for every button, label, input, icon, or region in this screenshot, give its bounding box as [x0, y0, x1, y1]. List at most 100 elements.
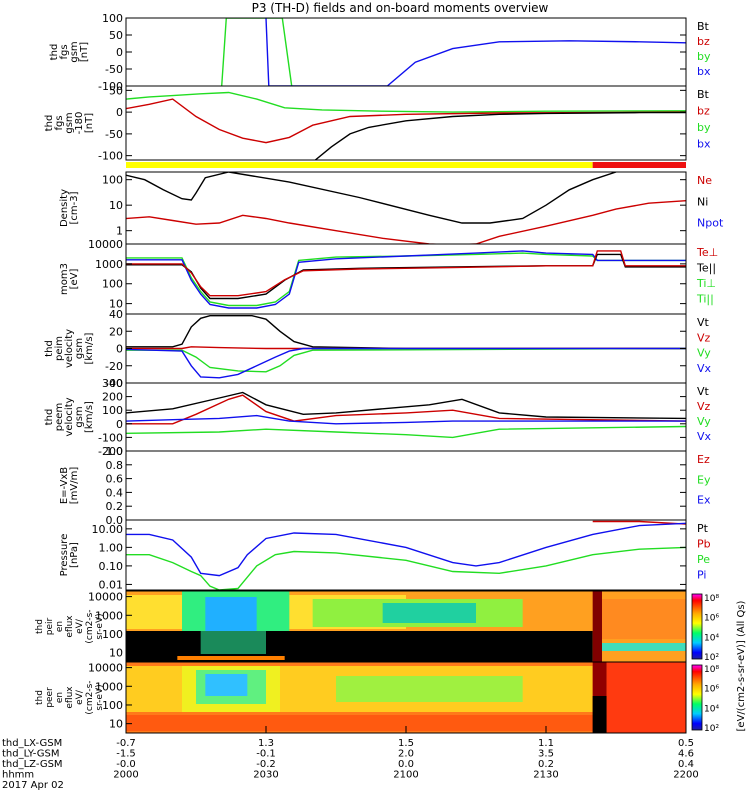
series-Vz [126, 394, 686, 425]
panel-p5 [125, 313, 687, 384]
y-axis-label: fgs [54, 115, 65, 130]
y-axis-label: thd [44, 409, 55, 426]
y-tick-label: 40 [109, 308, 123, 321]
y-axis-label: (cm2-s- [85, 680, 95, 714]
legend-label: bz [697, 35, 710, 48]
legend-label: Vz [697, 331, 711, 344]
panel-p8 [125, 519, 687, 591]
y-tick-label: 50 [109, 29, 123, 42]
y-axis-label: [km/s] [84, 401, 95, 433]
series-Vy [126, 347, 686, 373]
legend-label: Ni [697, 195, 708, 208]
x-tick-label: 2130 [533, 770, 558, 781]
panel-p1 [125, 17, 687, 87]
page-title: P3 (TH-D) fields and on-board moments ov… [251, 1, 549, 15]
x-tick-label: -0.2 [256, 759, 276, 770]
colorbar-label: [eV/(cm2-s-sr-eV)] (All Qs) [736, 600, 747, 731]
y-tick-label: 10 [109, 199, 123, 212]
series-Pe [126, 546, 686, 590]
spec-band [336, 676, 523, 702]
x-tick-label: 2030 [253, 770, 278, 781]
x-tick-label: 2100 [393, 770, 418, 781]
y-axis-label: Pressure [59, 534, 70, 577]
mode-bar-segment [126, 162, 593, 168]
legend-label: Ey [697, 473, 711, 486]
y-axis-label: thd [35, 619, 45, 634]
panel-p6 [125, 382, 687, 452]
x-tick-label: 1.5 [398, 738, 414, 749]
legend-label: Npot [697, 217, 724, 230]
y-axis-label: fgs [59, 44, 70, 59]
legend-label: bz [697, 105, 710, 118]
x-tick-label: -0.1 [256, 749, 276, 760]
panel-p3 [125, 171, 687, 245]
series-Vt [126, 391, 686, 420]
y-tick-label: 1.0 [106, 445, 124, 458]
spec-band [200, 631, 266, 654]
panel-frame [125, 171, 687, 245]
y-tick-label: 0 [116, 46, 123, 59]
y-axis-label: gsm [74, 338, 85, 359]
legend-label: Pi [697, 569, 706, 582]
y-axis-label: [nPa] [69, 542, 80, 568]
y-tick-label: -100 [98, 431, 123, 444]
y-tick-label: -100 [98, 150, 123, 163]
colorbar-tick-label: 10⁴ [704, 633, 719, 643]
y-tick-label: 0.4 [106, 486, 124, 499]
legend-label: Ti⊥ [696, 277, 716, 290]
series-bz [126, 98, 686, 144]
x-tick-label: 0.5 [678, 738, 694, 749]
y-axis-label: velocity [64, 329, 75, 368]
x-tick-label: 0.2 [538, 759, 554, 770]
y-tick-label: 10000 [88, 238, 123, 251]
y-axis-label: thd [44, 115, 55, 132]
y-axis-label: peim [54, 336, 65, 361]
y-axis-label: sr-eV) [95, 684, 105, 710]
colorbar-tick-label: 10² [704, 653, 719, 663]
legend-label: Vx [697, 430, 712, 443]
spec-band [177, 656, 285, 660]
y-axis-label: en [55, 692, 65, 703]
legend-label: by [697, 50, 711, 63]
y-tick-label: 1000 [95, 258, 123, 271]
x-tick-label: 0.0 [398, 759, 414, 770]
y-tick-label: 10000 [88, 591, 123, 604]
x-row-label: thd_LZ-GSM [2, 759, 63, 770]
y-tick-label: 100 [102, 278, 123, 291]
y-tick-label: -20 [105, 360, 123, 373]
colorbar [691, 664, 703, 731]
colorbar-tick-label: 10⁴ [704, 704, 719, 714]
legend-label: Te⊥ [696, 246, 718, 259]
legend-label: Te|| [696, 262, 716, 275]
y-axis-label: [nT] [79, 42, 90, 62]
x-tick-label: -0.7 [116, 738, 136, 749]
y-tick-label: 100 [102, 699, 123, 712]
series-Ni [126, 172, 617, 224]
panel-p2 [125, 85, 687, 161]
series-Ti [126, 250, 686, 309]
series-Bt [314, 111, 686, 160]
x-tick-label: 1.3 [258, 738, 274, 749]
legend-label: Ti|| [696, 293, 714, 306]
y-axis-label: eflux [65, 686, 75, 709]
y-axis-label: (cm2-s- [85, 609, 95, 643]
y-axis-label: [nT] [84, 113, 95, 133]
series-Vx [126, 414, 686, 425]
spectrogram-s2 [125, 661, 703, 734]
y-tick-label: -50 [105, 128, 123, 141]
x-tick-label: 3.5 [538, 749, 554, 760]
y-tick-label: 1.00 [99, 541, 124, 554]
y-tick-label: -100 [98, 80, 123, 93]
y-axis-label: peem [54, 403, 65, 431]
y-tick-label: 1000 [95, 680, 123, 693]
spectrogram-s1 [125, 590, 703, 663]
y-tick-label: 0 [116, 106, 123, 119]
y-tick-label: 10 [109, 647, 123, 660]
y-axis-label: eV/ [75, 618, 85, 634]
y-axis-label: gsm [64, 112, 75, 133]
legend-label: Pe [697, 553, 710, 566]
series-Ne [126, 200, 686, 244]
colorbar-tick-label: 10⁶ [704, 614, 719, 624]
y-tick-label: 20 [109, 325, 123, 338]
x-row-label: thd_LY-GSM [2, 749, 59, 760]
